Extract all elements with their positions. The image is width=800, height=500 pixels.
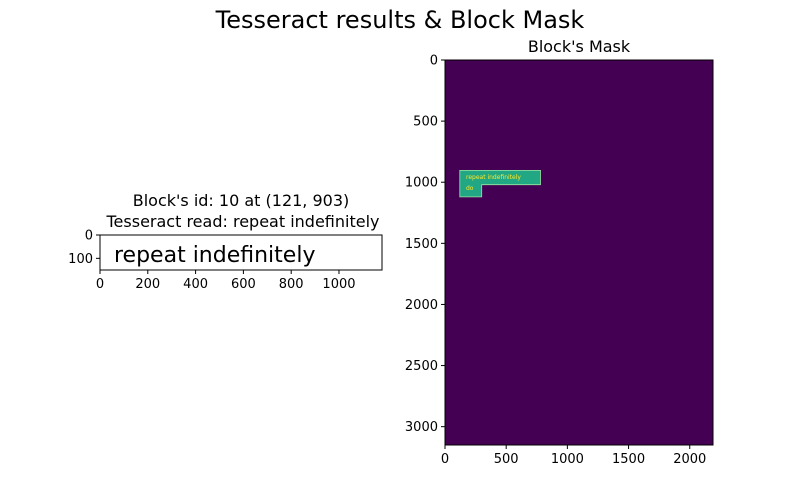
left-title-line2: Tesseract read: repeat indefinitely <box>106 212 380 231</box>
left-ytick-label: 100 <box>68 252 93 267</box>
left-axes: Block's id: 10 at (121, 903) Tesseract r… <box>68 191 383 292</box>
right-ytick-label: 500 <box>413 115 438 130</box>
mask-block <box>459 169 541 198</box>
right-title: Block's Mask <box>528 37 631 56</box>
right-axes: Block's Mask repeat indefinitely do 0 500… <box>405 37 714 467</box>
right-xticks: 0 500 1000 1500 2000 <box>441 445 706 467</box>
left-ytick-label: 0 <box>85 229 93 244</box>
left-xtick-label: 1000 <box>322 277 355 292</box>
right-ytick-label: 1000 <box>405 176 438 191</box>
right-ytick-label: 3000 <box>405 420 438 435</box>
left-axes-frame <box>99 234 383 271</box>
figure-suptitle: Tesseract results & Block Mask <box>215 6 585 34</box>
left-xtick-label: 200 <box>135 277 160 292</box>
right-xtick-label: 1500 <box>612 452 645 467</box>
right-ytick-label: 0 <box>430 54 438 69</box>
left-xtick-label: 0 <box>96 277 104 292</box>
right-xtick-label: 2000 <box>673 452 706 467</box>
right-ytick-label: 1500 <box>405 237 438 252</box>
right-axes-frame <box>444 59 714 446</box>
left-title-line1: Block's id: 10 at (121, 903) <box>133 191 350 210</box>
left-xticks: 0 200 400 600 800 1000 <box>96 270 356 292</box>
mask-text-line2: do <box>466 185 474 192</box>
mask-background <box>445 60 713 445</box>
left-xtick-label: 400 <box>183 277 208 292</box>
left-yticks: 0 100 <box>68 229 100 267</box>
left-xtick-label: 600 <box>231 277 256 292</box>
left-image-text: repeat indefinitely <box>114 243 315 268</box>
mask-text-line1: repeat indefinitely <box>466 174 521 181</box>
left-xtick-label: 800 <box>279 277 304 292</box>
left-image <box>100 235 382 270</box>
right-ytick-label: 2500 <box>405 359 438 374</box>
right-xtick-label: 0 <box>441 452 449 467</box>
right-xtick-label: 500 <box>494 452 519 467</box>
right-ytick-label: 2000 <box>405 298 438 313</box>
right-xtick-label: 1000 <box>551 452 584 467</box>
right-yticks: 0 500 1000 1500 2000 2500 3000 <box>405 54 445 435</box>
